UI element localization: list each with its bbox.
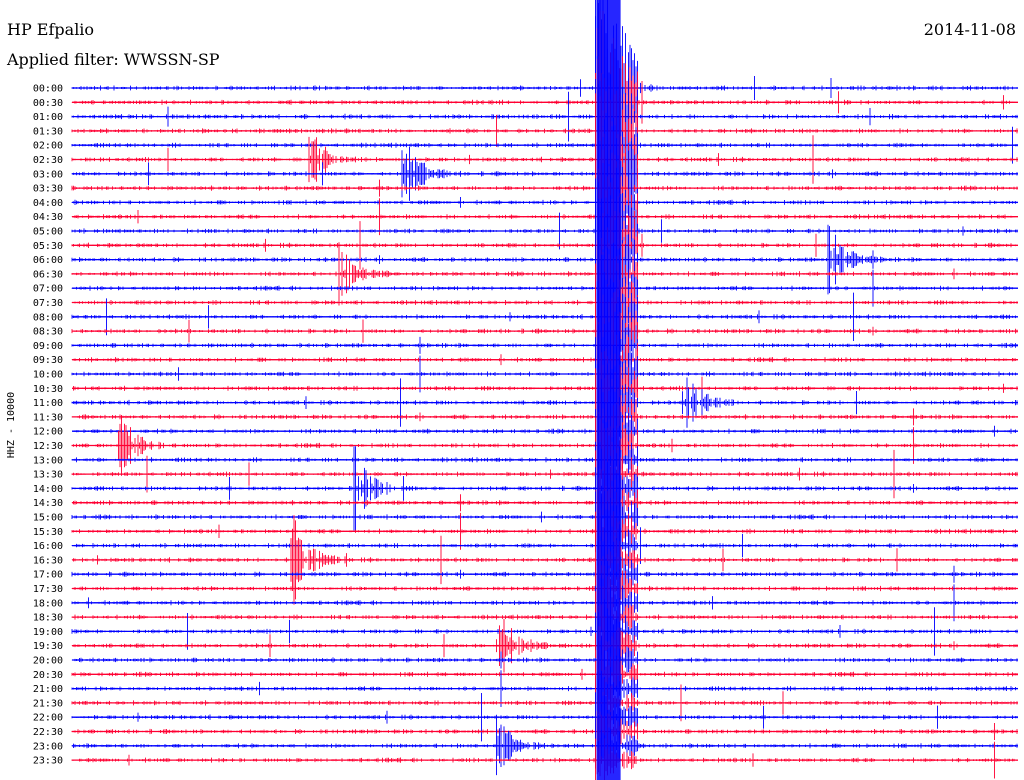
row-label: 17:00 <box>33 570 63 581</box>
trace-lines <box>71 0 1018 780</box>
row-label: 23:30 <box>33 756 63 767</box>
row-label: 16:00 <box>33 541 63 552</box>
row-label: 23:00 <box>33 741 63 752</box>
station-title: HP Efpalio <box>7 20 95 39</box>
row-label: 14:30 <box>33 498 63 509</box>
row-label: 09:30 <box>33 355 63 366</box>
row-label: 00:00 <box>33 84 63 95</box>
trace-line <box>71 0 1018 231</box>
row-label: 02:00 <box>33 141 63 152</box>
main-event-signal <box>596 0 621 780</box>
row-label: 14:00 <box>33 484 63 495</box>
row-label: 01:00 <box>33 112 63 123</box>
row-label: 00:30 <box>33 98 63 109</box>
row-label: 12:00 <box>33 427 63 438</box>
row-label: 21:30 <box>33 698 63 709</box>
row-label: 01:30 <box>33 126 63 137</box>
row-label: 20:30 <box>33 670 63 681</box>
row-label: 12:30 <box>33 441 63 452</box>
row-label: 11:30 <box>33 412 63 423</box>
row-label: 11:00 <box>33 398 63 409</box>
filter-label: Applied filter: WWSSN-SP <box>7 50 220 69</box>
row-label: 22:00 <box>33 713 63 724</box>
row-label: 20:00 <box>33 656 63 667</box>
row-label: 09:00 <box>33 341 63 352</box>
row-label: 10:00 <box>33 370 63 381</box>
row-label: 17:30 <box>33 584 63 595</box>
row-label: 03:00 <box>33 169 63 180</box>
row-label: 04:00 <box>33 198 63 209</box>
row-label: 08:30 <box>33 327 63 338</box>
row-label: 10:30 <box>33 384 63 395</box>
row-label: 06:30 <box>33 269 63 280</box>
row-label: 07:00 <box>33 284 63 295</box>
row-label: 13:00 <box>33 455 63 466</box>
row-label: 02:30 <box>33 155 63 166</box>
row-label: 15:30 <box>33 527 63 538</box>
row-label: 19:00 <box>33 627 63 638</box>
row-labels: 00:00 00:30 01:00 01:30 02:00 02:30 03:00 03:30… <box>33 84 63 767</box>
row-label: 22:30 <box>33 727 63 738</box>
row-label: 13:30 <box>33 470 63 481</box>
row-label: 18:00 <box>33 598 63 609</box>
row-label: 03:30 <box>33 184 63 195</box>
row-label: 21:00 <box>33 684 63 695</box>
channel-label: HHZ - 10000 <box>6 392 17 458</box>
row-label: 16:30 <box>33 555 63 566</box>
row-label: 15:00 <box>33 513 63 524</box>
row-label: 04:30 <box>33 212 63 223</box>
row-label: 19:30 <box>33 641 63 652</box>
row-label: 05:00 <box>33 227 63 238</box>
row-label: 18:30 <box>33 613 63 624</box>
row-label: 06:00 <box>33 255 63 266</box>
date-label: 2014-11-08 <box>923 20 1016 39</box>
row-label: 07:30 <box>33 298 63 309</box>
row-label: 08:00 <box>33 312 63 323</box>
row-label: 05:30 <box>33 241 63 252</box>
